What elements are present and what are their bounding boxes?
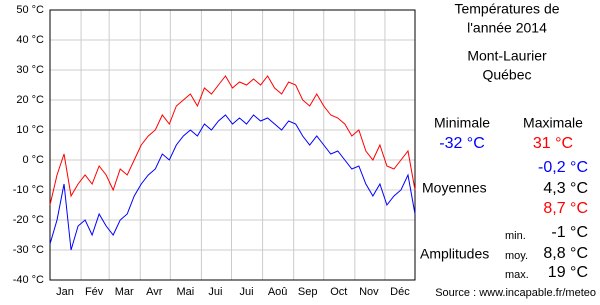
x-tick-label: Aoû [268,286,288,298]
max-value: 31 °C [533,135,573,152]
y-tick-label: -30 °C [13,244,44,256]
place-line: Québec [482,67,531,83]
y-tick-label: -40 °C [13,274,44,286]
average: 4,3 °C [543,180,588,197]
y-tick-label: 50 °C [16,4,44,16]
y-tick-label: 30 °C [16,64,44,76]
avg-label: Moyennes [422,180,487,196]
x-tick-label: Jan [56,286,74,298]
plot-frame [49,9,416,281]
amp-key: moy. [505,250,528,262]
amp-key: max. [505,269,529,281]
x-tick-label: Fév [85,286,104,298]
average: 8,7 °C [543,200,588,217]
min-value: -32 °C [439,135,485,152]
x-tick-label: Mai [177,286,195,298]
x-tick-label: Oct [330,286,347,298]
source: Source : www.incapable.fr/meteo [435,287,596,299]
title-line: l'année 2014 [467,20,547,36]
x-tick-label: Jui [208,286,222,298]
x-tick-label: Avr [146,286,163,298]
amp-label: Amplitudes [420,246,489,262]
y-tick-label: 0 °C [22,154,44,166]
amplitude: 19 °C [548,264,588,281]
amp-key: min. [505,230,526,242]
y-tick-label: 40 °C [16,34,44,46]
series-line [49,75,416,206]
y-tick-label: 20 °C [16,94,44,106]
x-tick-label: Jui [240,286,254,298]
place-line: Mont-Laurier [467,48,547,64]
min-label: Minimale [434,115,490,131]
series-line [49,114,416,251]
amplitude: -1 °C [551,224,588,241]
max-label: Maximale [523,115,583,131]
y-tick-label: -10 °C [13,184,44,196]
amplitude: 8,8 °C [543,245,588,262]
x-tick-label: Mar [115,286,134,298]
x-tick-label: Nov [359,286,379,298]
y-tick-label: -20 °C [13,214,44,226]
x-tick-label: Sep [298,286,318,298]
x-tick-label: Déc [390,286,410,298]
y-tick-label: 10 °C [16,124,44,136]
average: -0,2 °C [538,159,588,176]
title-line: Températures de [454,1,559,17]
